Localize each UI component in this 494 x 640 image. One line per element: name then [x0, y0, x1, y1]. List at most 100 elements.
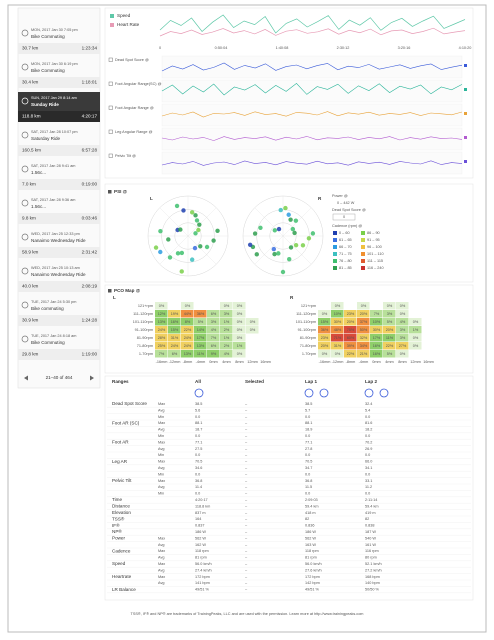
psi-point [287, 256, 292, 262]
table-cell: – [245, 562, 248, 566]
pco-cell [318, 326, 331, 334]
table-cell: Power [112, 536, 125, 541]
psi-left: L [150, 196, 153, 201]
polar-spoke [282, 235, 312, 265]
pco-col-label: 8mm [398, 360, 406, 364]
psi-label: PSI @ [114, 189, 128, 194]
footer-note: TSS®, IF® and NP® are trademarks of Trai… [131, 612, 364, 616]
table-cell: 38.5 [195, 402, 202, 406]
checkbox[interactable] [108, 129, 113, 134]
bike-icon [21, 97, 29, 105]
pco-cell [318, 350, 331, 358]
spinner-box[interactable] [332, 213, 356, 221]
checkbox[interactable] [108, 289, 112, 293]
table-cell: 34.6 [195, 466, 202, 470]
pco-cell [318, 310, 331, 318]
table-cell: 0.0 [365, 453, 370, 457]
pco-cell-label: 0% [322, 352, 328, 356]
psi-point [196, 227, 201, 233]
psi-point [192, 245, 198, 251]
table-cell: 56.0 km/h [195, 562, 212, 566]
pco-cell-label: 3% [211, 320, 217, 324]
cadence-swatch [333, 245, 337, 249]
table-cell: – [245, 581, 248, 585]
stats-table [104, 375, 474, 601]
table-cell: – [245, 575, 248, 579]
pco-cell [396, 326, 409, 334]
table-cell: – [245, 530, 248, 534]
cadence-swatch [361, 252, 365, 256]
polar-spoke [187, 207, 217, 237]
pco-cell-label: 50% [360, 328, 368, 332]
pco-col-label: -12mm [332, 360, 344, 364]
table-cell: – [245, 415, 248, 419]
table-cell: 34.7 [305, 466, 312, 470]
table-cell: 0.837 [195, 524, 205, 528]
pco-cell-label: 0% [237, 312, 243, 316]
pco-cell [318, 318, 331, 326]
item-distance: 30.7 km [22, 46, 39, 51]
pco-cell [194, 326, 207, 334]
item-time: 0:03:46 [82, 216, 98, 221]
item-name: Saturday Ride [31, 136, 61, 141]
cadence-label-item: 86 – 90 [367, 231, 380, 235]
pco-cell [396, 318, 409, 326]
pco-cell [155, 310, 168, 318]
checkbox[interactable] [108, 105, 113, 110]
item-stats-band [18, 247, 100, 258]
psi-point [215, 228, 220, 233]
pco-col-label: 0mm [209, 360, 217, 364]
psi-point [178, 227, 183, 232]
checkbox[interactable] [108, 81, 113, 86]
pco-cell-label: 0% [250, 320, 256, 324]
pco-cell [383, 318, 396, 326]
table-cell: – [245, 472, 248, 476]
checkbox[interactable] [108, 57, 113, 62]
psi-point [211, 238, 216, 243]
psi-point [194, 218, 200, 223]
table-cell: 0.0 [365, 472, 370, 476]
pco-cell [168, 334, 181, 342]
table-cell: Min [158, 492, 164, 496]
pco-cell [220, 350, 233, 358]
table-cell: 0.838 [365, 524, 375, 528]
pco-cell [194, 350, 207, 358]
table-cell: 56.0 km/h [305, 562, 322, 566]
checkbox[interactable] [108, 153, 113, 158]
legend-label: Heart Rate [117, 22, 140, 27]
pco-cell-label: 48% [334, 328, 342, 332]
psi-point [252, 231, 258, 236]
table-cell: – [245, 408, 248, 412]
pco-cell [168, 342, 181, 350]
pco-cell-label: 20% [347, 320, 355, 324]
checkbox[interactable] [108, 190, 112, 194]
pco-cell [220, 334, 233, 342]
table-cell: 2:09:03 [305, 498, 318, 502]
pager-label: 21–40 of 464 [46, 375, 73, 380]
table-cell: 88.1 [305, 421, 312, 425]
pco-cell [409, 326, 422, 334]
next-page[interactable] [90, 375, 94, 381]
table-cell: 33.1 [365, 479, 372, 483]
pco-cell-label: 21% [360, 352, 368, 356]
prev-page[interactable] [24, 375, 28, 381]
cadence-label-item: 81 – 85 [339, 266, 352, 270]
table-cell: 38.5 [305, 402, 312, 406]
table-cell: Max [158, 421, 165, 425]
pco-cell [168, 350, 181, 358]
pco-cell-label: 24% [184, 344, 192, 348]
table-cell: 419 m [365, 511, 376, 515]
pco-cell [409, 318, 422, 326]
table-cell: – [245, 549, 248, 553]
pco-cell-label: 11% [386, 336, 394, 340]
table-cell: 66.0 [365, 460, 372, 464]
psi-point [247, 242, 253, 247]
item-date: MON, 2017 Jan 30 6:19 pm [31, 62, 78, 66]
table-cell: 186 W [305, 530, 316, 534]
table-cell: 49/51 % [305, 588, 320, 592]
psi-point [175, 251, 181, 256]
table-cell: – [245, 524, 248, 528]
psi-point [179, 250, 185, 256]
table-cell: Avg [158, 485, 164, 489]
table-cell: 32.4 [365, 402, 372, 406]
